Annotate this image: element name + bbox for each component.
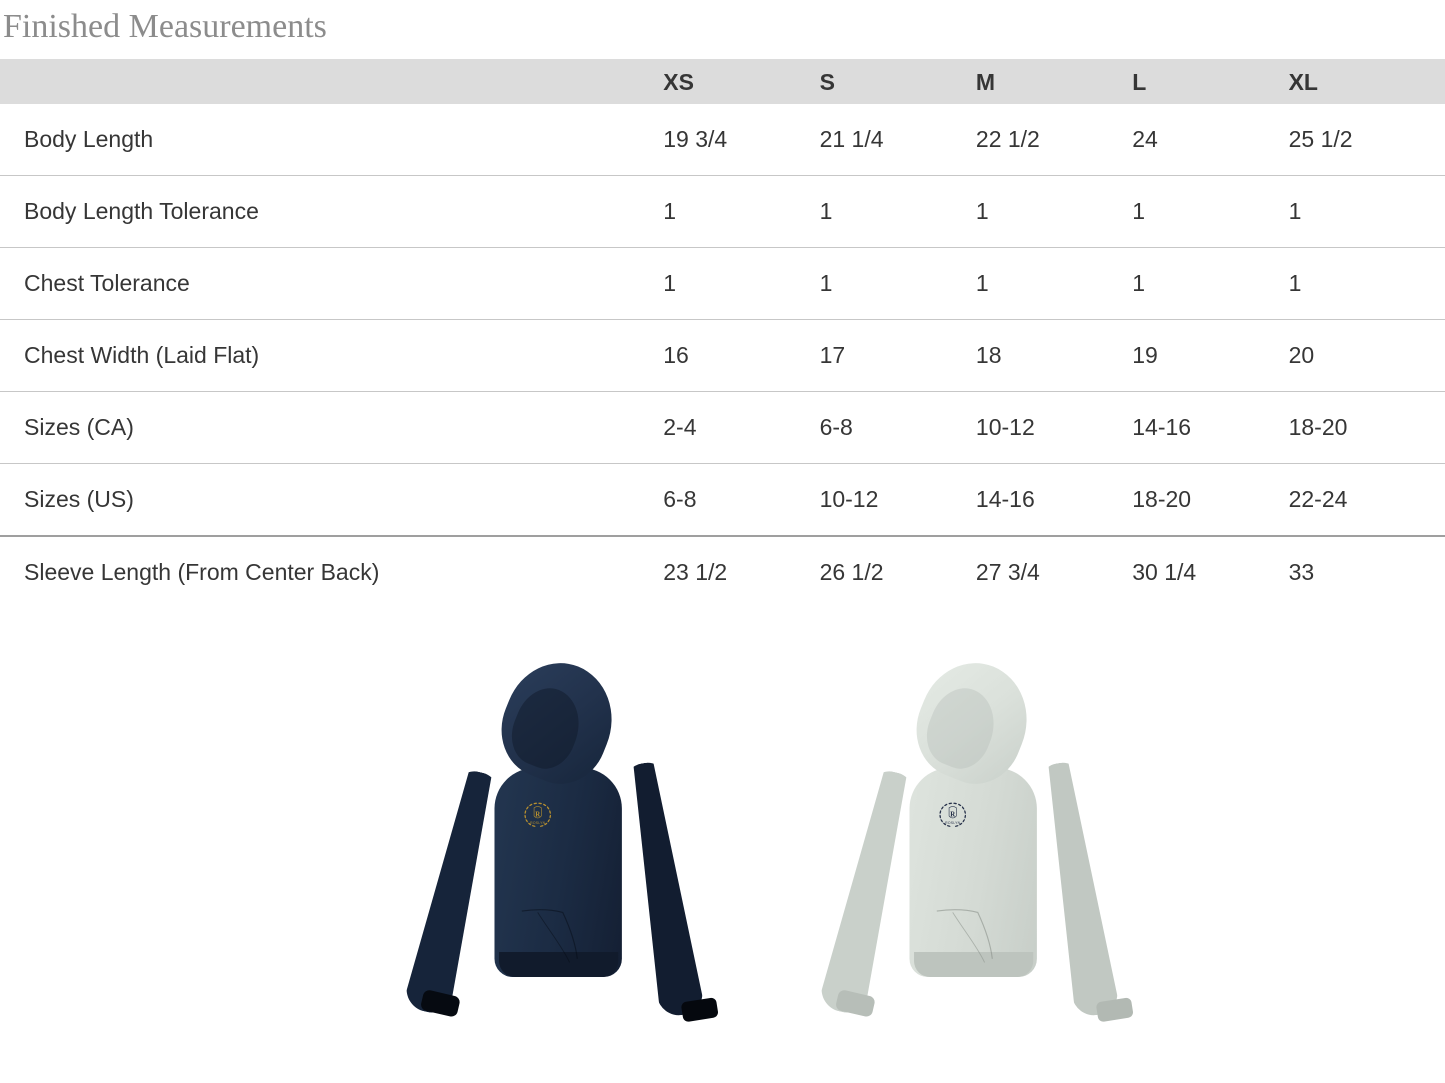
svg-text:ROSLYN: ROSLYN xyxy=(530,821,545,825)
svg-text:R: R xyxy=(535,811,540,818)
svg-text:R: R xyxy=(950,811,955,818)
svg-text:ROSLYN: ROSLYN xyxy=(945,821,960,825)
